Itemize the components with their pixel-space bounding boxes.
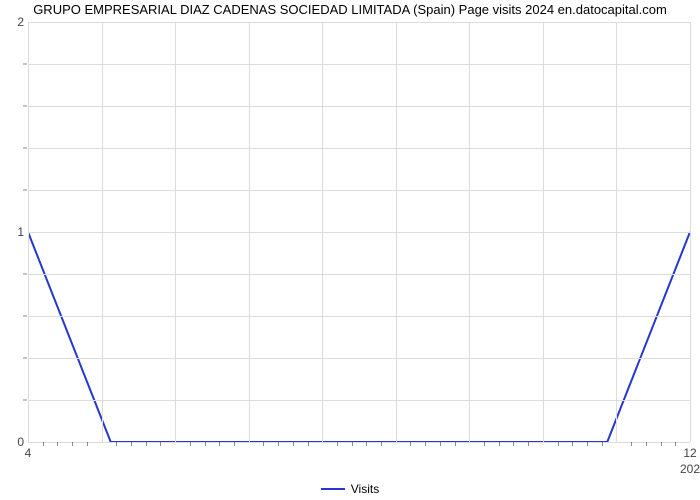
x-minor-tick: [572, 442, 573, 446]
hgrid-minor: [28, 316, 690, 317]
y-minor-tick: [23, 106, 27, 107]
y-minor-tick: [23, 148, 27, 149]
x-minor-tick: [528, 442, 529, 446]
x-minor-tick: [352, 442, 353, 446]
y-tick-label: 1: [10, 225, 24, 239]
x-minor-tick: [190, 442, 191, 446]
x-minor-tick: [558, 442, 559, 446]
x-minor-tick: [661, 442, 662, 446]
x-minor-tick: [131, 442, 132, 446]
x-minor-tick: [116, 442, 117, 446]
x-minor-tick: [57, 442, 58, 446]
x-minor-tick: [602, 442, 603, 446]
x-minor-tick: [72, 442, 73, 446]
x-right-sublabel: 202: [680, 462, 700, 476]
x-minor-tick: [205, 442, 206, 446]
y-tick-label: 0: [10, 435, 24, 449]
y-minor-tick: [23, 358, 27, 359]
hgrid-minor: [28, 190, 690, 191]
x-minor-tick: [43, 442, 44, 446]
x-minor-tick: [87, 442, 88, 446]
y-minor-tick: [23, 316, 27, 317]
hgrid-major: [28, 442, 690, 443]
x-minor-tick: [646, 442, 647, 446]
x-minor-tick: [366, 442, 367, 446]
hgrid-minor: [28, 274, 690, 275]
x-minor-tick: [631, 442, 632, 446]
series-polyline: [28, 232, 690, 442]
plot-area: [28, 22, 690, 443]
legend-swatch: [321, 488, 345, 490]
hgrid-minor: [28, 64, 690, 65]
hgrid-major: [28, 22, 690, 23]
hgrid-minor: [28, 148, 690, 149]
y-minor-tick: [23, 274, 27, 275]
x-minor-tick: [234, 442, 235, 446]
x-minor-tick: [484, 442, 485, 446]
x-minor-tick: [308, 442, 309, 446]
x-minor-tick: [263, 442, 264, 446]
x-minor-tick: [293, 442, 294, 446]
x-minor-tick: [587, 442, 588, 446]
y-minor-tick: [23, 190, 27, 191]
visits-chart: GRUPO EMPRESARIAL DIAZ CADENAS SOCIEDAD …: [0, 0, 700, 500]
x-minor-tick: [440, 442, 441, 446]
x-right-label: 12: [683, 446, 696, 460]
x-minor-tick: [160, 442, 161, 446]
hgrid-minor: [28, 400, 690, 401]
y-minor-tick: [23, 400, 27, 401]
x-minor-tick: [425, 442, 426, 446]
chart-title: GRUPO EMPRESARIAL DIAZ CADENAS SOCIEDAD …: [0, 2, 700, 17]
y-tick-label: 2: [10, 15, 24, 29]
x-minor-tick: [146, 442, 147, 446]
x-left-label: 4: [25, 446, 32, 460]
y-minor-tick: [23, 64, 27, 65]
vgrid: [690, 22, 691, 442]
x-minor-tick: [499, 442, 500, 446]
hgrid-minor: [28, 106, 690, 107]
x-minor-tick: [381, 442, 382, 446]
hgrid-minor: [28, 358, 690, 359]
x-minor-tick: [675, 442, 676, 446]
x-minor-tick: [410, 442, 411, 446]
x-minor-tick: [337, 442, 338, 446]
x-minor-tick: [455, 442, 456, 446]
legend: Visits: [0, 482, 700, 496]
hgrid-major: [28, 232, 690, 233]
x-minor-tick: [219, 442, 220, 446]
x-minor-tick: [513, 442, 514, 446]
legend-label: Visits: [351, 482, 379, 496]
x-minor-tick: [278, 442, 279, 446]
